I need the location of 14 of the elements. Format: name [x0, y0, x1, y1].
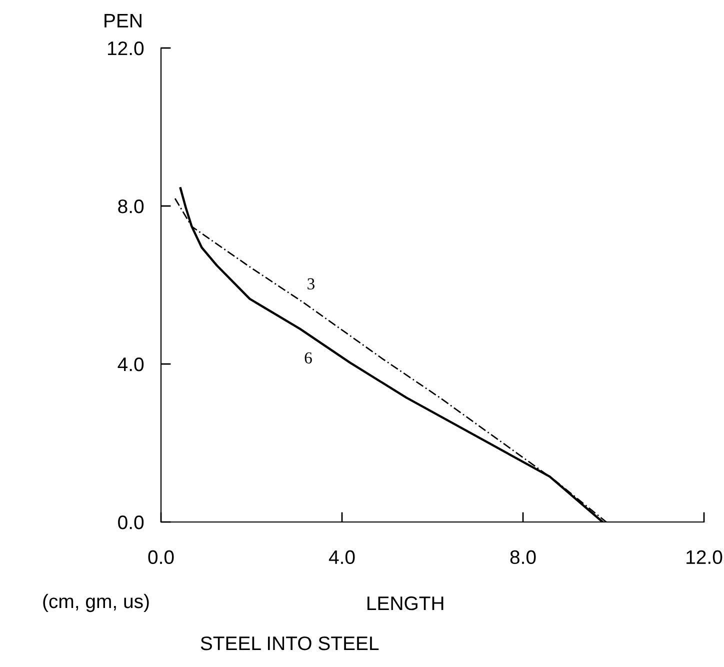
y-tick-label: 12.0 — [108, 41, 144, 56]
text: STEEL INTO STEEL — [200, 636, 379, 650]
text: (cm, gm, us) — [43, 594, 149, 612]
x-tick-label: 0.0 — [148, 550, 174, 564]
x-tick-label: 12.0 — [686, 550, 722, 564]
y-tick-label: 4.0 — [118, 357, 144, 372]
x-tick-label: 4.0 — [328, 550, 355, 564]
series-label: 6 — [304, 352, 312, 364]
x-tick-label: 8.0 — [510, 550, 536, 564]
y-tick-label: 0.0 — [118, 515, 144, 530]
y-tick-label: 8.0 — [118, 199, 144, 214]
x-axis-title: LENGTH — [368, 596, 444, 610]
series-label: 3 — [308, 278, 314, 290]
y-axis-title: PEN — [104, 14, 142, 28]
